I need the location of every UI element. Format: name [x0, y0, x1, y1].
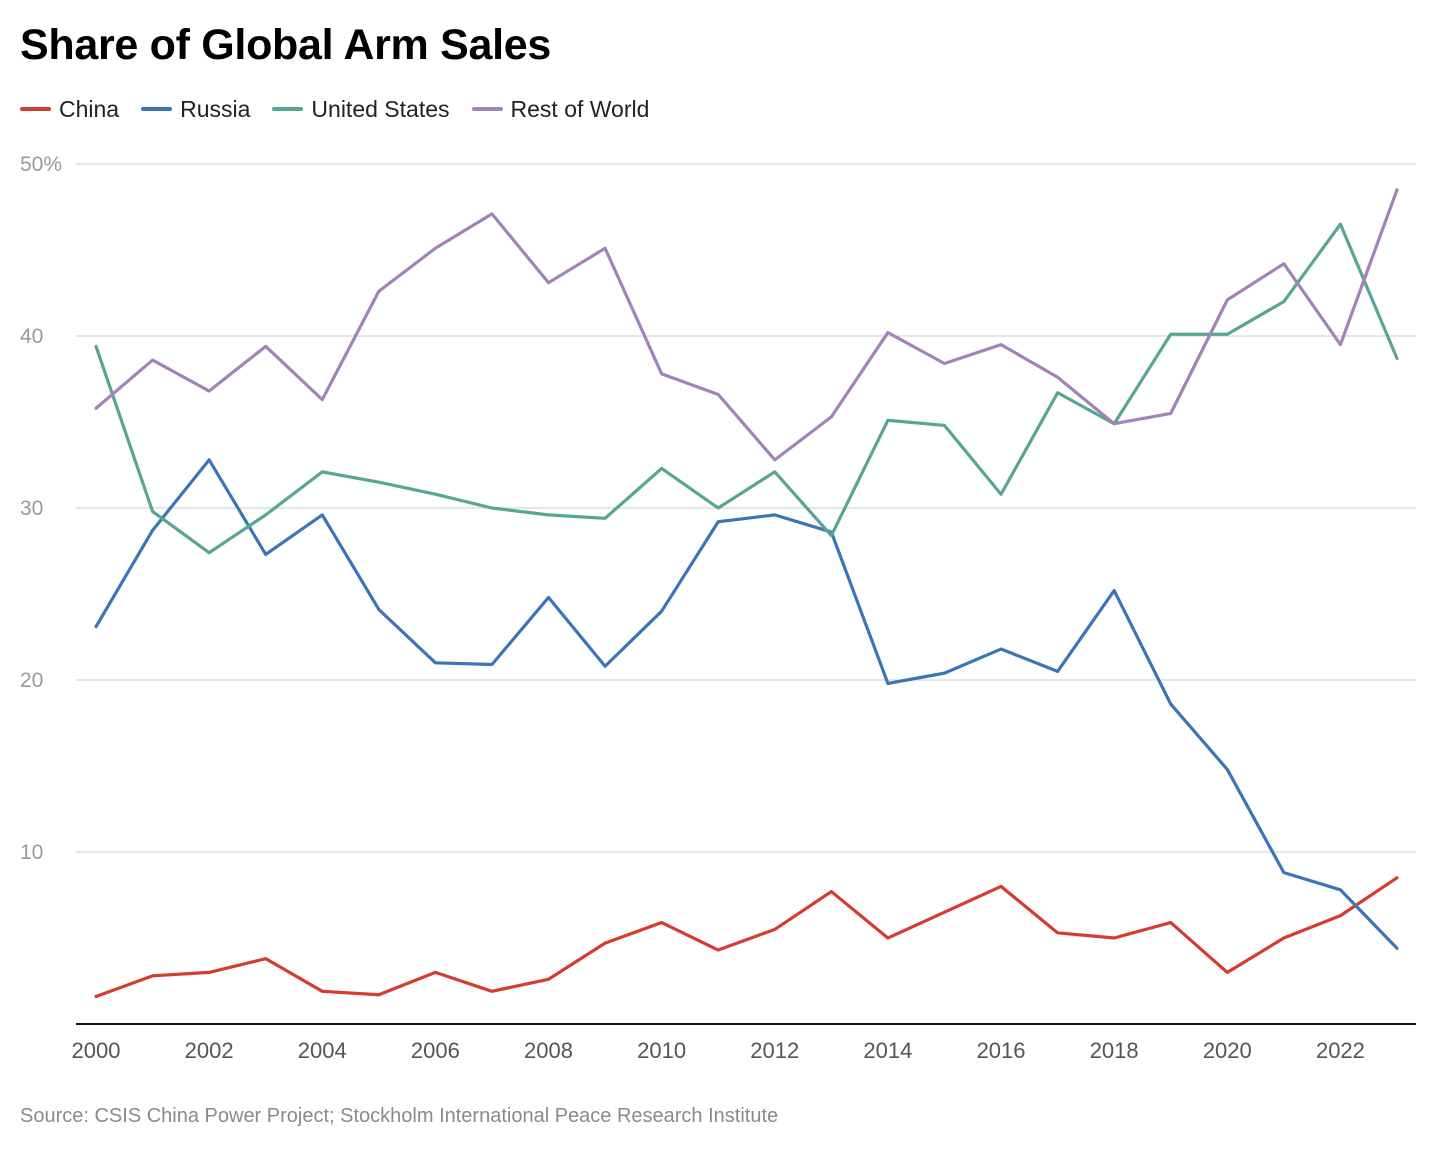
y-tick-label: 20	[20, 669, 43, 692]
legend-label: Russia	[180, 96, 251, 122]
legend-swatch	[141, 107, 173, 111]
x-tick-label: 2022	[1316, 1038, 1365, 1063]
y-tick-label: 30	[20, 497, 43, 520]
series-line-china	[94, 876, 1399, 999]
series-line-united-states	[94, 222, 1399, 555]
legend-label: China	[59, 96, 120, 122]
y-tick-label: 10	[20, 841, 43, 864]
series-line-russia	[94, 458, 1399, 950]
x-tick-label: 2018	[1090, 1038, 1139, 1063]
gridlines	[76, 163, 1416, 853]
x-tick-label: 2006	[411, 1038, 460, 1063]
x-tick-label: 2000	[72, 1038, 121, 1063]
legend-label: Rest of World	[510, 96, 650, 122]
legend-swatch	[272, 107, 304, 111]
y-tick-label: 50%	[20, 153, 62, 176]
x-tick-label: 2010	[637, 1038, 686, 1063]
x-tick-label: 2014	[863, 1038, 912, 1063]
x-tick-label: 2020	[1203, 1038, 1252, 1063]
legend-swatch	[471, 107, 503, 111]
x-tick-label: 2008	[524, 1038, 573, 1063]
chart-legend: China Russia United States Rest of World	[20, 94, 671, 124]
x-tick-label: 2002	[185, 1038, 234, 1063]
legend-item-china: China	[20, 94, 119, 124]
legend-item-rest-of-world: Rest of World	[471, 94, 650, 124]
legend-label: United States	[311, 96, 450, 122]
x-tick-label: 2016	[977, 1038, 1026, 1063]
x-tick-label: 2004	[298, 1038, 347, 1063]
series-line-rest-of-world	[94, 188, 1399, 462]
legend-item-united-states: United States	[272, 94, 450, 124]
axes: 10 20 30 40 50% 2000 2002 2004 2006 2008 2010 2012 2…	[20, 153, 1416, 1063]
source-note: Source: CSIS China Power Project; Stockh…	[20, 1105, 779, 1127]
legend-item-russia: Russia	[141, 94, 250, 124]
legend-swatch	[20, 107, 51, 111]
chart-title: Share of Global Arm Sales	[20, 21, 551, 69]
y-tick-label: 40	[20, 325, 43, 348]
x-tick-label: 2012	[750, 1038, 799, 1063]
series-lines	[94, 188, 1399, 999]
